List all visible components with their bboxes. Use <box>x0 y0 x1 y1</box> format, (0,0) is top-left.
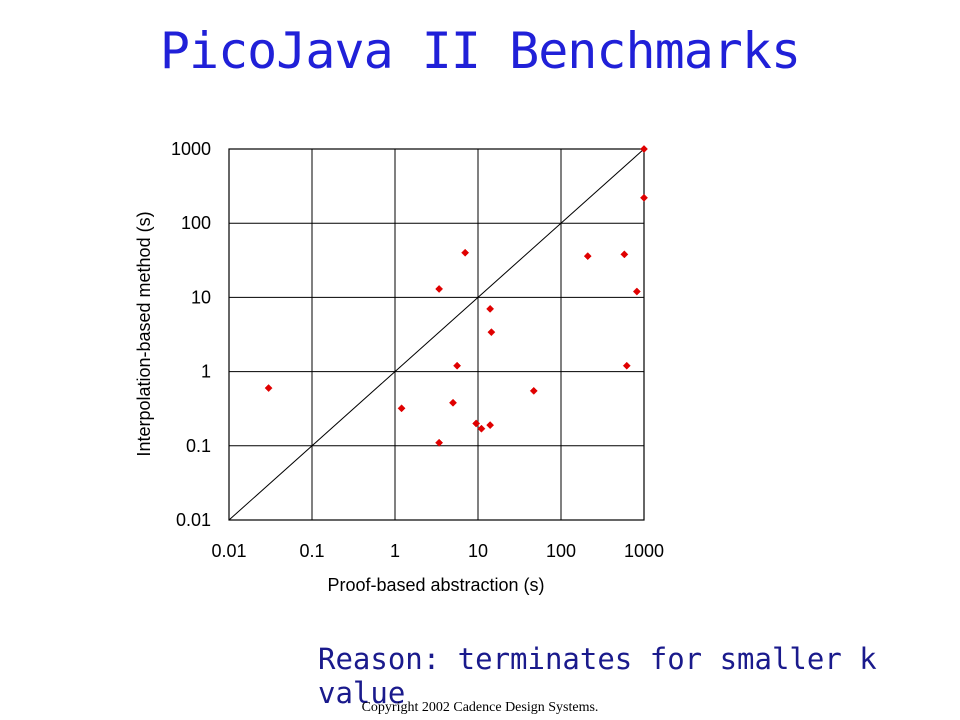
data-point <box>529 386 538 395</box>
data-point <box>632 287 641 296</box>
data-point <box>453 361 462 370</box>
x-tick-label: 0.1 <box>299 541 324 561</box>
data-point <box>435 438 444 447</box>
diagonal-line <box>228 148 645 521</box>
y-tick-labels: 0.01 0.1 1 10 100 1000 <box>171 139 211 530</box>
x-tick-labels: 0.01 0.1 1 10 100 1000 <box>211 541 664 561</box>
data-point <box>583 252 592 261</box>
y-tick-label: 1000 <box>171 139 211 159</box>
data-point <box>487 328 496 337</box>
reason-text: Reason: terminates for smaller k value <box>318 642 877 710</box>
x-tick-label: 10 <box>468 541 488 561</box>
data-point <box>640 145 648 153</box>
y-axis-label: Interpolation-based method (s) <box>134 211 154 456</box>
data-point <box>264 384 273 393</box>
data-point <box>449 398 457 407</box>
x-tick-label: 0.01 <box>211 541 246 561</box>
slide-title: PicoJava II Benchmarks <box>159 22 801 80</box>
copyright-text: Copyright 2002 Cadence Design Systems. <box>361 700 599 715</box>
data-point <box>435 284 444 293</box>
x-tick-label: 1000 <box>624 541 664 561</box>
y-tick-label: 10 <box>191 287 211 307</box>
x-tick-label: 1 <box>390 541 400 561</box>
data-point <box>622 361 631 370</box>
data-point <box>486 304 495 313</box>
data-point <box>472 419 481 428</box>
y-tick-label: 0.1 <box>186 436 211 456</box>
plot-area <box>228 148 645 521</box>
data-point <box>477 424 486 433</box>
data-point <box>486 421 495 430</box>
data-point <box>397 404 406 413</box>
data-point <box>461 248 470 257</box>
x-axis-label: Proof-based abstraction (s) <box>327 575 544 595</box>
data-points <box>264 145 648 447</box>
y-tick-label: 1 <box>201 362 211 382</box>
x-tick-label: 100 <box>546 541 576 561</box>
data-point <box>620 250 629 259</box>
data-point <box>640 193 648 202</box>
y-tick-label: 0.01 <box>176 510 211 530</box>
y-tick-label: 100 <box>181 213 211 233</box>
